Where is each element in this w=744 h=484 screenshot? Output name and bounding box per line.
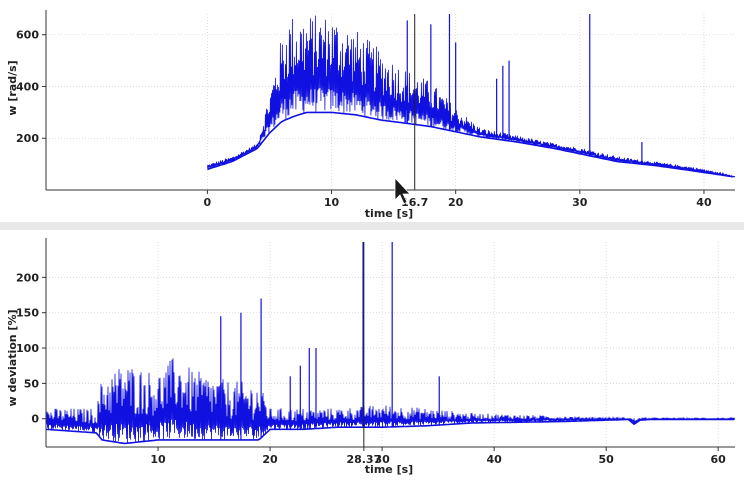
bottom-y-tick-label: 100 (16, 342, 39, 355)
bottom-x-tick-label: 50 (599, 453, 615, 466)
top-x-tick-label: 0 (204, 196, 212, 209)
top-x-tick-label: 20 (448, 196, 464, 209)
top-series-baseline (207, 111, 734, 178)
bottom-y-tick-label: 50 (24, 377, 40, 390)
bottom-x-tick-label: 20 (262, 453, 278, 466)
bottom-y-tick-label: 200 (16, 271, 39, 284)
top-x-tick-label: 10 (324, 196, 340, 209)
bottom-y-tick-label: 0 (31, 413, 39, 426)
bottom-y-tick-label: 150 (16, 307, 39, 320)
top-x-tick-label: 30 (572, 196, 588, 209)
bottom-series (45, 242, 736, 445)
bottom-x-tick-label: 60 (711, 453, 727, 466)
bottom-series-line (45, 358, 736, 443)
top-x-axis-title: time [s] (365, 207, 413, 220)
top-y-tick-label: 600 (16, 29, 39, 42)
bottom-series-baseline (45, 418, 734, 445)
top-chart-panel: 0 10 20 30 40 16.7 200 400 600 time [s] w [rad/s… (0, 0, 744, 222)
top-series-line (207, 15, 736, 178)
bottom-x-tick-label: 40 (486, 453, 502, 466)
top-y-tick-label: 200 (16, 132, 39, 145)
bottom-y-axis-title: w deviation [%] (6, 309, 19, 406)
bottom-chart-panel: 10 20 28.37 30 40 50 60 0 50 100 150 200 time [s] w… (0, 230, 744, 484)
top-y-tick-label: 400 (16, 80, 39, 93)
bottom-x-tick-label: 30 (374, 453, 390, 466)
top-y-axis-title: w [rad/s] (6, 60, 19, 115)
bottom-x-axis-title: time [s] (365, 463, 413, 476)
top-x-tick-label: 40 (696, 196, 712, 209)
bottom-x-tick-label: 10 (150, 453, 166, 466)
top-series (207, 14, 736, 178)
bottom-x-tick-label: 28.37 (346, 453, 381, 466)
